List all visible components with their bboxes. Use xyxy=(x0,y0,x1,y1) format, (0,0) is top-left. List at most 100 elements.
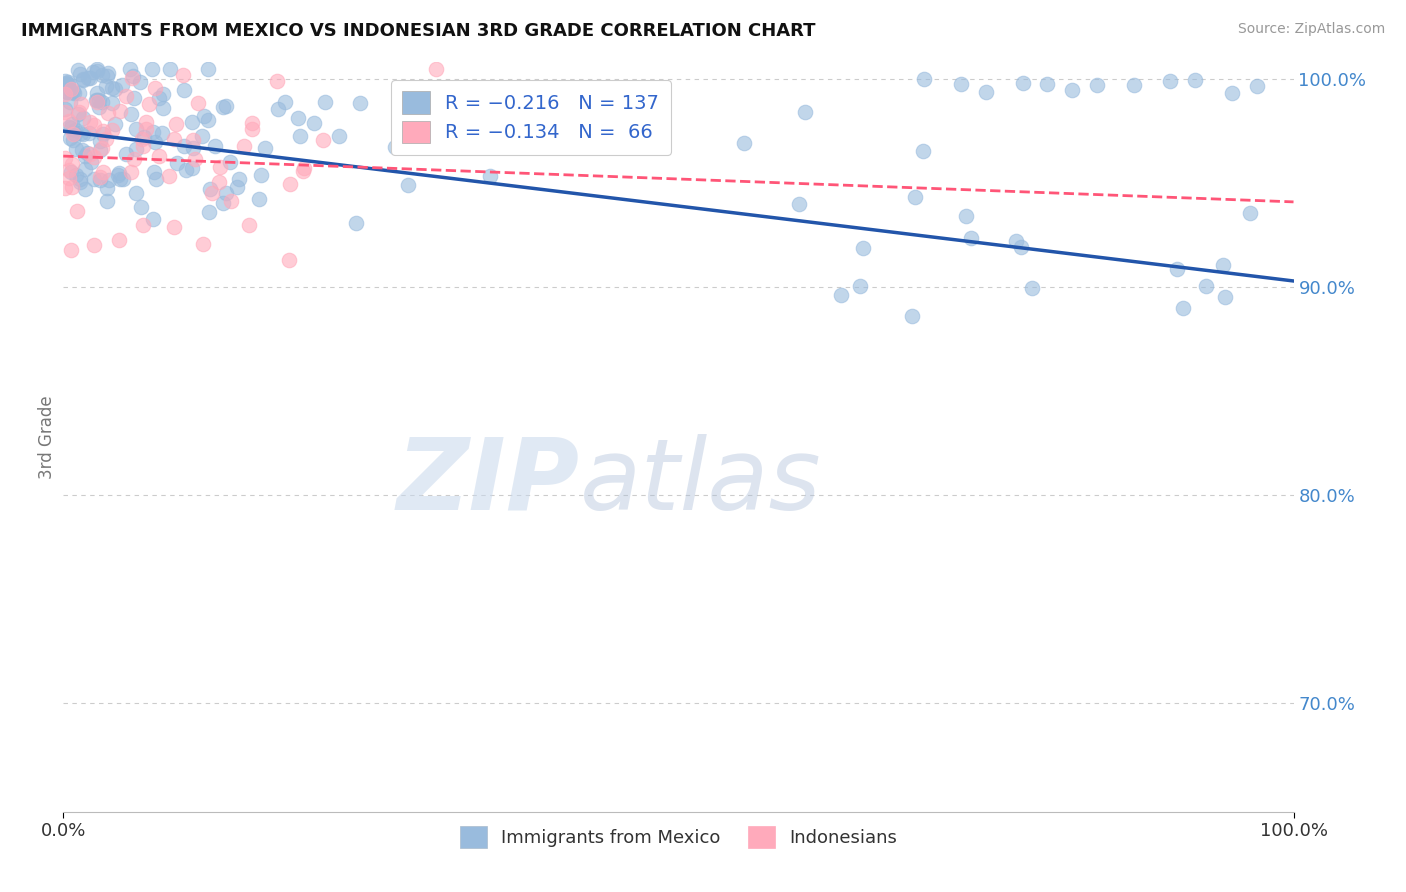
Point xyxy=(328,129,350,144)
Point xyxy=(56,77,79,91)
Point xyxy=(66,204,89,219)
Point xyxy=(55,77,77,91)
Point xyxy=(180,115,202,129)
Point xyxy=(425,62,447,76)
Point xyxy=(215,98,238,112)
Point xyxy=(131,219,153,233)
Point xyxy=(83,171,105,186)
Point xyxy=(173,138,195,153)
Point xyxy=(60,243,83,257)
Point xyxy=(914,72,936,87)
Point xyxy=(288,128,311,143)
Point xyxy=(120,62,142,76)
Point xyxy=(219,194,242,208)
Point xyxy=(349,95,371,110)
Point xyxy=(1122,78,1144,93)
Point xyxy=(96,194,118,208)
Point xyxy=(267,103,290,117)
Point xyxy=(55,181,77,195)
Point xyxy=(143,135,166,149)
Point xyxy=(83,118,105,132)
Point xyxy=(87,93,110,107)
Point xyxy=(163,219,186,234)
Point xyxy=(84,93,107,107)
Point xyxy=(79,147,101,161)
Point xyxy=(69,126,91,140)
Point xyxy=(53,103,76,117)
Point xyxy=(91,95,114,109)
Point xyxy=(108,233,131,247)
Point xyxy=(59,82,82,96)
Point xyxy=(201,186,224,200)
Point xyxy=(72,72,94,87)
Point xyxy=(98,173,121,187)
Point xyxy=(75,149,97,163)
Point xyxy=(67,104,90,119)
Point xyxy=(60,179,83,194)
Point xyxy=(166,155,188,169)
Point xyxy=(266,74,288,88)
Point xyxy=(89,134,111,148)
Point xyxy=(72,73,94,87)
Point xyxy=(67,106,90,120)
Point xyxy=(287,112,309,126)
Point xyxy=(134,121,156,136)
Point xyxy=(142,211,165,226)
Point xyxy=(77,70,100,85)
Point xyxy=(80,155,103,169)
Point xyxy=(148,148,170,162)
Point xyxy=(65,127,87,141)
Point xyxy=(1160,74,1182,88)
Point xyxy=(112,171,135,186)
Point xyxy=(228,172,250,186)
Point xyxy=(159,62,181,76)
Point xyxy=(75,162,97,177)
Point xyxy=(212,196,235,211)
Point xyxy=(91,124,114,138)
Point xyxy=(173,83,195,97)
Point xyxy=(63,87,86,101)
Point xyxy=(208,160,231,174)
Point xyxy=(122,70,145,84)
Point xyxy=(120,107,142,121)
Point xyxy=(187,95,209,110)
Point xyxy=(97,66,120,80)
Point xyxy=(291,164,314,178)
Point xyxy=(215,186,238,200)
Point xyxy=(86,62,108,77)
Point xyxy=(1171,301,1194,316)
Point xyxy=(207,175,229,189)
Point xyxy=(193,237,215,252)
Point xyxy=(53,152,76,166)
Text: Source: ZipAtlas.com: Source: ZipAtlas.com xyxy=(1237,22,1385,37)
Legend: Immigrants from Mexico, Indonesians: Immigrants from Mexico, Indonesians xyxy=(451,816,905,856)
Point xyxy=(89,144,111,158)
Point xyxy=(849,279,872,293)
Point xyxy=(789,197,811,211)
Point xyxy=(70,143,93,157)
Point xyxy=(172,69,194,83)
Point xyxy=(733,136,755,150)
Point xyxy=(60,85,83,99)
Point xyxy=(125,122,148,136)
Point xyxy=(91,68,114,82)
Point xyxy=(97,106,120,120)
Point xyxy=(115,147,138,161)
Point xyxy=(60,156,83,170)
Point xyxy=(67,62,90,77)
Point xyxy=(73,182,96,196)
Point xyxy=(197,112,219,127)
Point xyxy=(83,151,105,165)
Point xyxy=(53,74,76,88)
Point xyxy=(292,161,315,176)
Point xyxy=(72,111,94,125)
Point xyxy=(58,171,80,186)
Point xyxy=(232,139,254,153)
Point xyxy=(852,241,875,255)
Point xyxy=(131,132,153,146)
Point xyxy=(96,181,118,195)
Point xyxy=(478,169,501,184)
Y-axis label: 3rd Grade: 3rd Grade xyxy=(38,395,56,479)
Point xyxy=(159,169,181,183)
Point xyxy=(53,104,76,119)
